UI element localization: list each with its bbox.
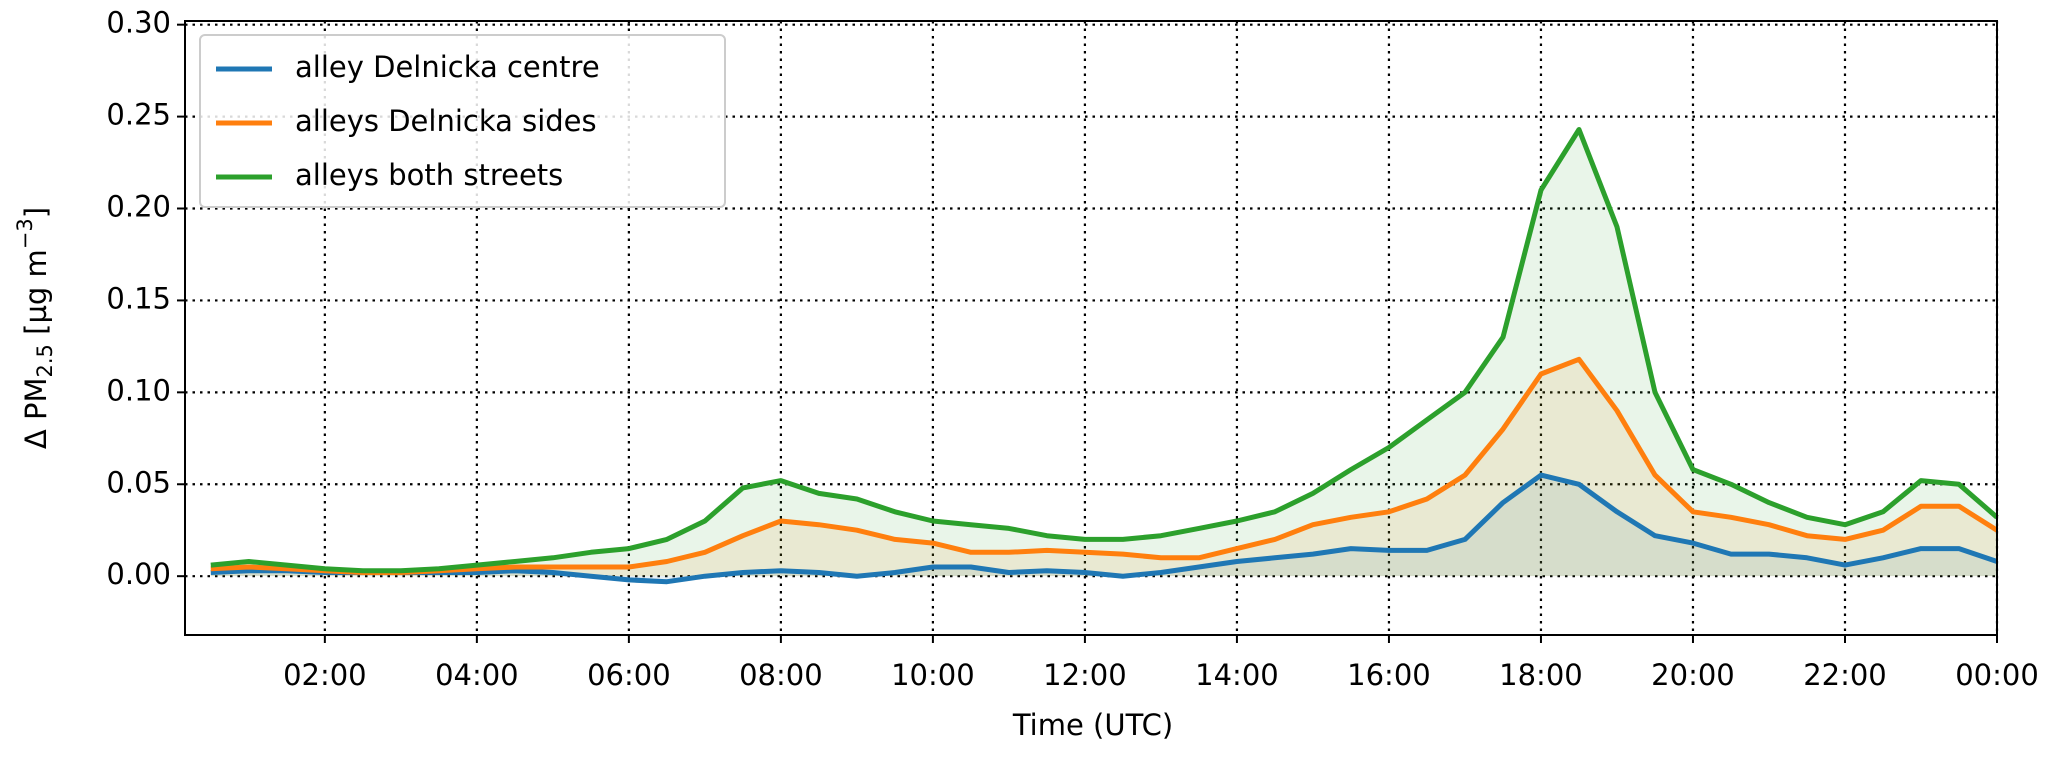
legend-label: alleys both streets — [295, 158, 563, 192]
x-tick-label: 20:00 — [1651, 658, 1735, 692]
area-fill — [210, 475, 1997, 582]
x-tick-label: 02:00 — [283, 658, 367, 692]
x-axis-label: Time (UTC) — [1012, 708, 1173, 742]
y-tick-label: 0.25 — [106, 98, 171, 132]
x-tick-label: 22:00 — [1803, 658, 1887, 692]
series-line — [210, 472, 1998, 585]
y-tick-label: 0.30 — [106, 6, 171, 40]
legend-label: alleys Delnicka sides — [295, 104, 597, 138]
legend-label: alley Delnicka centre — [295, 50, 600, 84]
x-tick-label: 10:00 — [891, 658, 975, 692]
y-label-part: [µg m — [19, 249, 53, 344]
y-label-sub: 2.5 — [33, 344, 57, 377]
legend: alley Delnicka centre alleys Delnicka sid… — [199, 34, 726, 208]
y-axis-label: Δ PM2.5 [µg m−3] — [13, 207, 57, 449]
x-tick-label: 14:00 — [1195, 658, 1279, 692]
y-tick-label: 0.00 — [106, 557, 171, 591]
x-tick-label: 00:00 — [1955, 658, 2039, 692]
area-fill — [210, 129, 1997, 577]
series-line — [210, 127, 1999, 574]
y-tick-label: 0.20 — [106, 190, 171, 224]
area-fill — [210, 359, 1997, 577]
y-tick-label: 0.10 — [106, 373, 171, 407]
series-line — [210, 356, 1999, 575]
x-tick-label: 16:00 — [1347, 658, 1431, 692]
y-label-part: ] — [19, 207, 53, 218]
x-tick-label: 18:00 — [1499, 658, 1583, 692]
x-tick-label: 12:00 — [1043, 658, 1127, 692]
y-label-sup: −3 — [13, 218, 37, 249]
y-tick-label: 0.05 — [106, 465, 171, 499]
x-tick-label: 04:00 — [435, 658, 519, 692]
y-tick-label: 0.15 — [106, 281, 171, 315]
x-tick-label: 08:00 — [739, 658, 823, 692]
plot-frame — [184, 20, 1998, 636]
x-tick-label: 06:00 — [587, 658, 671, 692]
y-label-part: Δ PM — [19, 377, 53, 449]
legend-box — [199, 34, 726, 208]
